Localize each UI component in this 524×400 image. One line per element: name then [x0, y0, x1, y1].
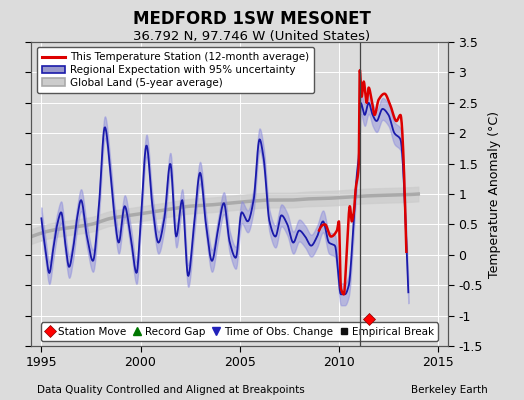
Text: MEDFORD 1SW MESONET: MEDFORD 1SW MESONET — [133, 10, 370, 28]
Text: 36.792 N, 97.746 W (United States): 36.792 N, 97.746 W (United States) — [133, 30, 370, 43]
Y-axis label: Temperature Anomaly (°C): Temperature Anomaly (°C) — [488, 110, 501, 278]
Legend: Station Move, Record Gap, Time of Obs. Change, Empirical Break: Station Move, Record Gap, Time of Obs. C… — [41, 322, 438, 341]
Text: Data Quality Controlled and Aligned at Breakpoints: Data Quality Controlled and Aligned at B… — [37, 385, 304, 395]
Text: Berkeley Earth: Berkeley Earth — [411, 385, 487, 395]
